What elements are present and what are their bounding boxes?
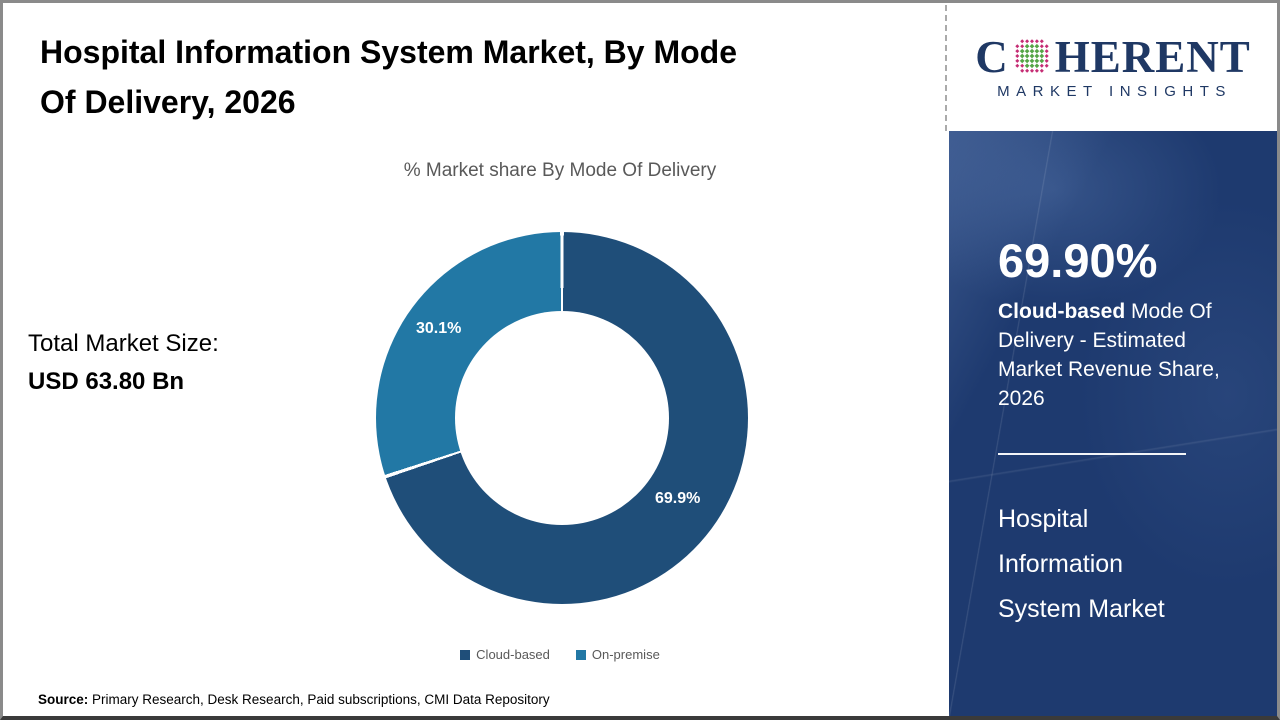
- chart-legend: Cloud-based On-premise: [180, 647, 940, 662]
- total-market-size: Total Market Size: USD 63.80 Bn: [28, 325, 219, 401]
- stat-description-rest: Mode Of Delivery - Estimated Market Reve…: [998, 299, 1220, 410]
- donut-hole: [455, 311, 669, 525]
- stat-description: Cloud-based Mode Of Delivery - Estimated…: [998, 297, 1236, 413]
- legend-swatch-cloud-based: [460, 649, 471, 660]
- source-text: Primary Research, Desk Research, Paid su…: [88, 692, 550, 707]
- sidebar-market-title: Hospital Information System Market: [998, 504, 1165, 623]
- divider-line: [998, 452, 1186, 455]
- slice-label-on-premise: 30.1%: [416, 320, 462, 337]
- sidebar-content: 69.90% Cloud-based Mode Of Delivery - Es…: [949, 235, 1277, 632]
- legend-label-cloud-based: Cloud-based: [476, 647, 550, 662]
- legend-item-cloud-based: Cloud-based: [460, 647, 550, 662]
- source-note: Source: Primary Research, Desk Research,…: [38, 692, 550, 707]
- legend-label-on-premise: On-premise: [591, 647, 660, 662]
- donut-chart: 30.1% 69.9%: [376, 232, 748, 604]
- logo-area: C HERENT MARKET INSIGHTS: [949, 3, 1277, 131]
- coherent-logo: C HERENT: [975, 31, 1251, 82]
- source-label: Source:: [38, 692, 89, 707]
- slice-label-cloud-based: 69.9%: [655, 490, 701, 507]
- page-title: Hospital Information System Market, By M…: [40, 27, 920, 127]
- chart-subtitle: % Market share By Mode Of Delivery: [403, 160, 717, 181]
- stat-value: 69.90%: [998, 234, 1158, 287]
- legend-item-on-premise: On-premise: [575, 647, 660, 662]
- logo-letter-c: C: [975, 31, 1009, 82]
- logo-word-herent: HERENT: [1054, 31, 1251, 82]
- divider-dashed: [945, 5, 947, 131]
- total-market-size-value: USD 63.80 Bn: [28, 368, 185, 395]
- legend-swatch-on-premise: [575, 649, 586, 660]
- page-title-line2: Of Delivery, 2026: [40, 84, 296, 120]
- page-title-line1: Hospital Information System Market, By M…: [40, 34, 738, 70]
- logo-tagline: MARKET INSIGHTS: [997, 82, 1232, 100]
- stat-description-bold: Cloud-based: [998, 299, 1126, 323]
- coherent-globe-icon: [1015, 39, 1049, 73]
- highlight-sidebar: 69.90% Cloud-based Mode Of Delivery - Es…: [949, 131, 1277, 716]
- total-market-size-label: Total Market Size:: [28, 330, 219, 357]
